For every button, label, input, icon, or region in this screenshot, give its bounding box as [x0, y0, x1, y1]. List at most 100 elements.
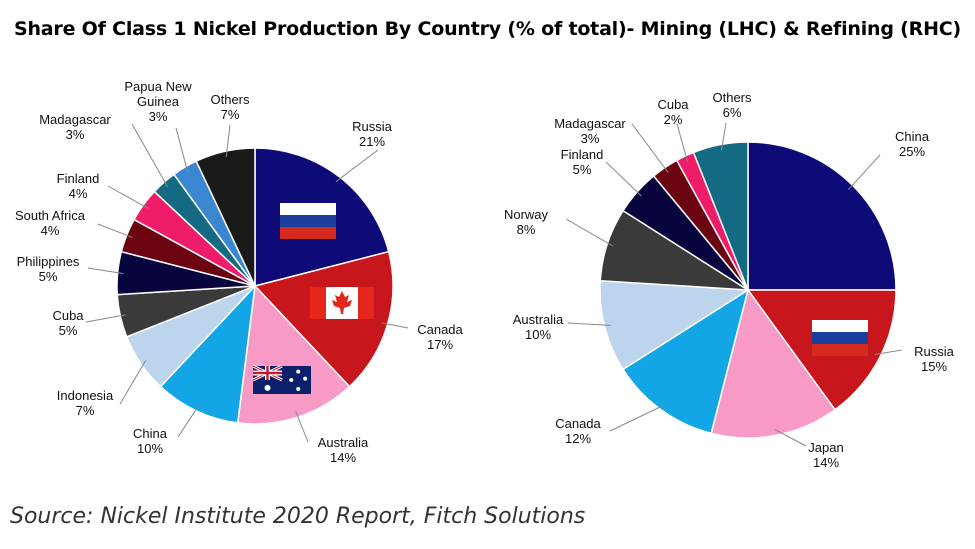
slice-label-indonesia: Indonesia 7%	[57, 388, 114, 418]
slice-label-line: 3%	[581, 131, 600, 146]
slice-label-canada: Canada 12%	[555, 416, 601, 446]
leader-line-madagascar	[131, 123, 169, 188]
slice-label-canada: Canada 17%	[417, 322, 463, 352]
slice-label-norway: Norway 8%	[504, 207, 549, 237]
slice-label-line: Others	[210, 92, 250, 107]
pie-1-russia-flag-russia	[812, 320, 868, 356]
slice-label-line: Norway	[504, 207, 549, 222]
slice-label-line: 15%	[921, 359, 947, 374]
slice-label-line: Madagascar	[39, 112, 111, 127]
leader-line-cuba	[676, 123, 689, 162]
slice-label-line: Australia	[318, 435, 369, 450]
leader-line-indonesia	[119, 359, 147, 405]
slice-label-line: 6%	[723, 105, 742, 120]
slice-label-finland: Finland 5%	[561, 147, 604, 177]
leader-line-others	[225, 124, 231, 158]
leader-line-china	[177, 405, 200, 438]
pie-0-russia-flag-russia	[280, 203, 336, 239]
slice-label-line: 5%	[39, 269, 58, 284]
pie-slice-canada	[622, 288, 750, 435]
slice-label-line: 5%	[59, 323, 78, 338]
slice-label-line: 4%	[69, 186, 88, 201]
slice-label-line: Cuba	[52, 308, 84, 323]
leader-line-finland	[107, 185, 149, 209]
slice-label-line: 7%	[221, 107, 240, 122]
leader-line-russia	[335, 149, 379, 183]
slice-label-line: 10%	[137, 441, 163, 456]
leader-line-papua-new-guinea	[175, 127, 189, 173]
pie-slice-australia	[599, 279, 751, 371]
slice-label-line: China	[133, 426, 168, 441]
slice-label-others: Others 6%	[712, 90, 752, 120]
slice-label-papua-new-guinea: Papua New Guinea 3%	[124, 79, 192, 124]
slice-label-line: Finland	[561, 147, 604, 162]
leader-line-australia	[567, 322, 611, 326]
pie-slice-others	[195, 147, 256, 287]
slice-label-line: Russia	[352, 119, 393, 134]
slice-label-philippines: Philippines 5%	[17, 254, 80, 284]
leader-line-madagascar	[631, 123, 669, 173]
pie-0-canada-flag-canada	[310, 287, 374, 319]
slice-label-line: 8%	[517, 222, 536, 237]
slice-label-line: 3%	[149, 109, 168, 124]
leader-line-japan	[774, 429, 807, 447]
leader-line-philippines	[87, 267, 124, 275]
slice-label-south-africa: South Africa 4%	[15, 208, 86, 238]
slice-label-line: 4%	[41, 223, 60, 238]
slice-label-line: Papua New	[124, 79, 192, 94]
slice-label-line: South Africa	[15, 208, 86, 223]
leader-line-canada	[381, 322, 409, 329]
leader-line-south-africa	[97, 223, 133, 238]
pie-0-australia-flag-australia	[252, 364, 311, 394]
slice-label-japan: Japan 14%	[808, 440, 843, 470]
slice-label-line: Japan	[808, 440, 843, 455]
slice-label-line: Philippines	[17, 254, 80, 269]
slice-label-line: Canada	[417, 322, 463, 337]
slice-label-madagascar: Madagascar 3%	[39, 112, 111, 142]
slice-label-line: Finland	[57, 171, 100, 186]
leader-line-canada	[609, 404, 665, 432]
slice-label-line: 7%	[76, 403, 95, 418]
slice-label-line: 5%	[573, 162, 592, 177]
slice-label-line: Canada	[555, 416, 601, 431]
slice-label-madagascar: Madagascar 3%	[554, 116, 626, 146]
pie-slice-china	[747, 141, 897, 291]
slice-label-line: 14%	[330, 450, 356, 465]
slice-label-russia: Russia 21%	[352, 119, 393, 149]
pie-slice-others	[692, 141, 749, 291]
leader-line-others	[720, 122, 727, 151]
slice-label-australia: Australia 10%	[513, 312, 564, 342]
slice-label-line: 17%	[427, 337, 453, 352]
mining-pie-chart: Russia 21% Canada 17% Australia 14% China 10% In…	[15, 79, 464, 465]
pie-charts: Russia 21%Canada 17%Australia 14%China 10%In…	[15, 79, 955, 470]
slice-label-others: Others 7%	[210, 92, 250, 122]
slice-label-line: 3%	[66, 127, 85, 142]
slice-label-line: 2%	[664, 112, 683, 127]
slice-label-line: Others	[712, 90, 752, 105]
slice-label-finland: Finland 4%	[57, 171, 100, 201]
chart-title: Share Of Class 1 Nickel Production By Co…	[13, 18, 962, 40]
leader-line-russia	[874, 349, 903, 355]
slice-label-line: Indonesia	[57, 388, 114, 403]
pie-slices	[116, 147, 394, 425]
slice-label-line: Cuba	[657, 97, 689, 112]
slice-label-line: Australia	[513, 312, 564, 327]
pie-slice-canada	[253, 250, 394, 388]
refining-pie-chart: China 25% Russia 15% Japan 14% Canada 12% Austra…	[504, 90, 955, 470]
source-note: Source: Nickel Institute 2020 Report, Fi…	[10, 504, 586, 529]
slice-label-line: 25%	[899, 144, 925, 159]
slice-label-australia: Australia 14%	[318, 435, 369, 465]
pie-slices	[599, 141, 897, 439]
leader-line-china	[848, 154, 881, 190]
pie-slice-japan	[710, 288, 837, 439]
leader-line-australia	[295, 411, 309, 443]
leader-line-norway	[565, 218, 614, 247]
slice-label-line: 21%	[359, 134, 385, 149]
slice-label-line: 10%	[525, 327, 551, 342]
slice-label-line: Madagascar	[554, 116, 626, 131]
pie-slice-china	[159, 283, 257, 424]
slice-label-line: Guinea	[137, 94, 180, 109]
slice-label-russia: Russia 15%	[914, 344, 955, 374]
leader-line-finland	[605, 161, 642, 197]
slice-label-line: China	[895, 129, 930, 144]
